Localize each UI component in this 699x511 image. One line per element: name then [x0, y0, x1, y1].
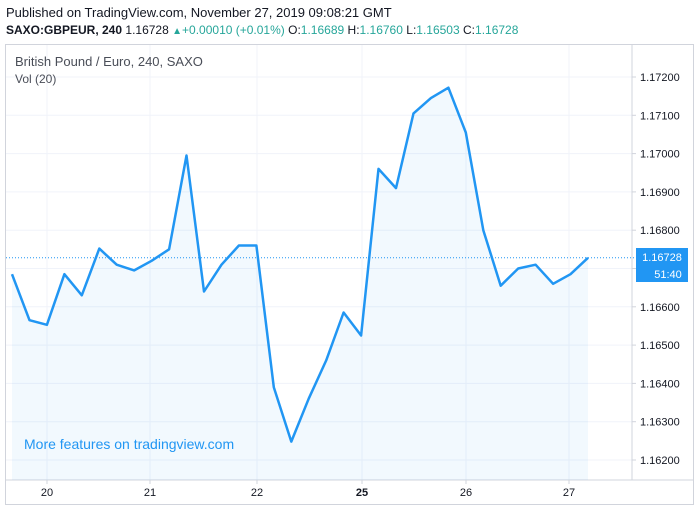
time-tick-label: 27 — [563, 487, 575, 499]
price-tag-value: 1.16728 — [642, 252, 682, 264]
price-tick-label: 1.16300 — [640, 417, 680, 429]
price-area — [12, 87, 588, 480]
price-tag-countdown: 51:40 — [654, 269, 682, 281]
ohlc-line: SAXO:GBPEUR, 240 1.16728 ▲+0.00010 (+0.0… — [6, 23, 518, 37]
high-value: 1.16760 — [359, 23, 403, 37]
grid-lines — [6, 45, 632, 480]
close-label: C: — [463, 23, 476, 37]
close-value: 1.16728 — [475, 23, 519, 37]
countdown-tag-box — [636, 265, 688, 282]
time-tick-label: 21 — [144, 487, 156, 499]
legend-volume[interactable]: Vol (20) — [15, 72, 57, 86]
high-label: H: — [347, 23, 360, 37]
low-value: 1.16503 — [416, 23, 460, 37]
time-tick-label: 22 — [251, 487, 263, 499]
price-tick-label: 1.16400 — [640, 378, 680, 390]
price-tick-label: 1.17000 — [640, 149, 680, 161]
symbol-label[interactable]: SAXO:GBPEUR, 240 — [6, 23, 123, 37]
price-change: +0.00010 (+0.01%) — [182, 23, 285, 37]
low-label: L: — [406, 23, 417, 37]
price-tick-label: 1.16900 — [640, 187, 680, 199]
legend-title[interactable]: British Pound / Euro, 240, SAXO — [15, 54, 203, 69]
published-line: Published on TradingView.com, November 2… — [6, 5, 392, 20]
open-label: O: — [288, 23, 301, 37]
price-tick-label: 1.17100 — [640, 110, 680, 122]
price-tag-box — [636, 248, 688, 265]
chart-frame[interactable] — [5, 44, 694, 505]
price-tick-label: 1.16600 — [640, 302, 680, 314]
time-tick-label: 26 — [460, 487, 472, 499]
price-tick-label: 1.16500 — [640, 340, 680, 352]
time-axis: 20 21 22 25 26 27 — [41, 480, 575, 499]
price-line — [10, 86, 589, 443]
price-tick-label: 1.17200 — [640, 72, 680, 84]
price-axis: 1.17200 1.17100 1.17000 1.16900 1.16800 1.167… — [632, 72, 680, 467]
up-arrow-icon: ▲ — [172, 26, 183, 37]
open-value: 1.16689 — [300, 23, 345, 37]
watermark-link[interactable]: More features on tradingview.com — [24, 436, 235, 452]
time-tick-label: 20 — [41, 487, 53, 499]
last-price: 1.16728 — [125, 23, 169, 37]
last-price-tag: 1.16728 51:40 — [636, 248, 688, 282]
price-tick-label: 1.16200 — [640, 455, 680, 467]
price-tick-label: 1.16800 — [640, 225, 680, 237]
time-tick-label: 25 — [356, 487, 368, 499]
chart-header: Published on TradingView.com, November 2… — [0, 0, 699, 44]
